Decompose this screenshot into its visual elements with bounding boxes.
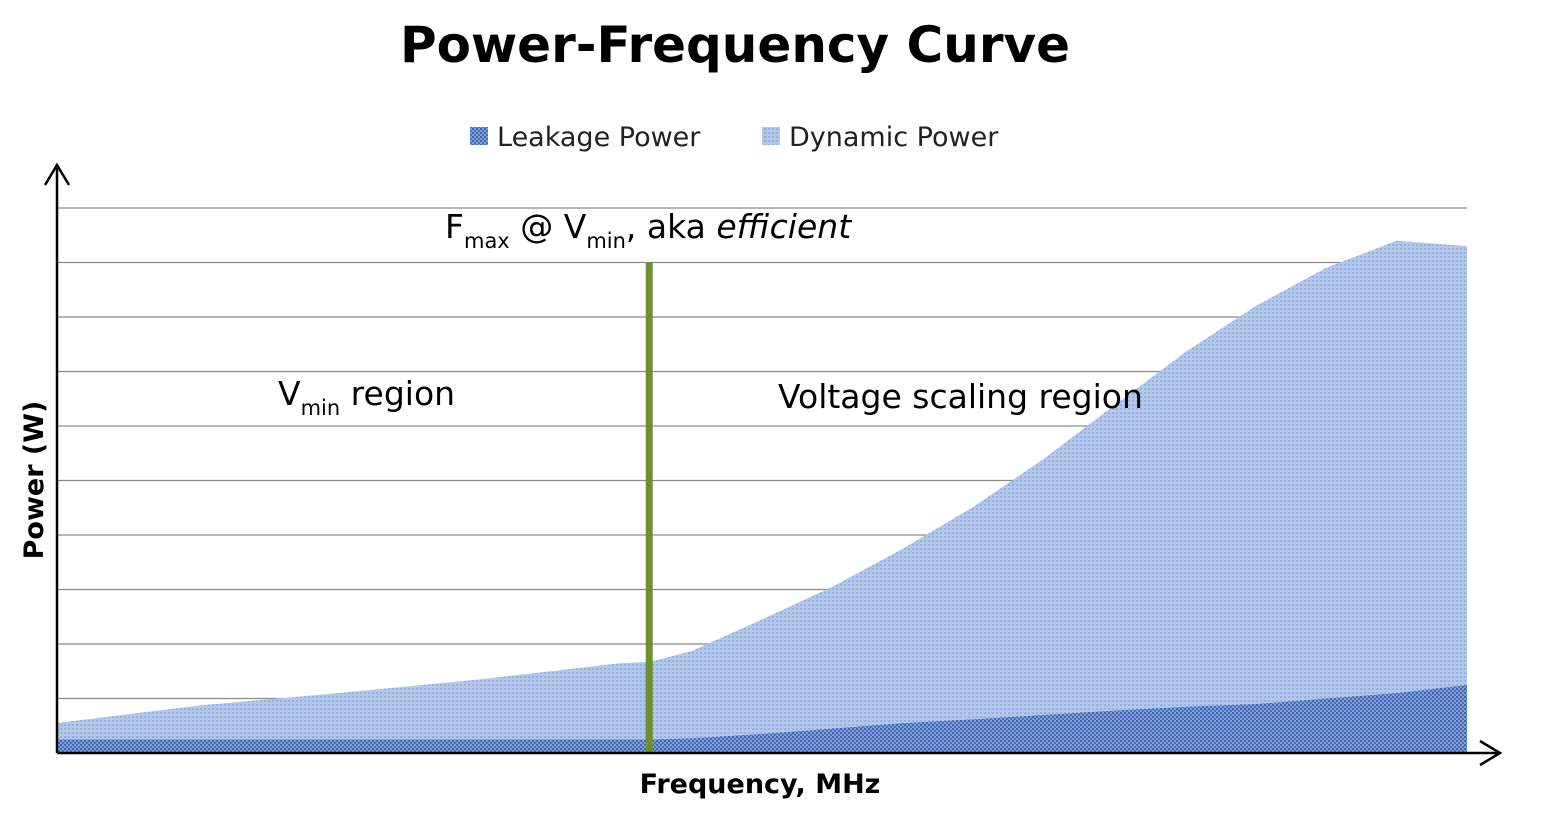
x-axis-label: Frequency, MHz [640,769,881,800]
vmin-region-sub: min [301,396,341,420]
vmin-region-v: V [278,374,301,413]
fmax-annotation-at-v: @ V [510,207,587,246]
axes [43,162,1503,767]
fmax-annotation-min: min [586,229,626,253]
gridlines [57,207,1467,700]
voltage-scaling-region-label: Voltage scaling region [778,377,1143,416]
y-axis-label: Power (W) [19,401,50,560]
legend-label-dynamic: Dynamic Power [789,122,999,153]
legend-label-leakage: Leakage Power [497,122,701,153]
legend-swatch-leakage [470,127,488,145]
area-leakage-power [57,684,1467,753]
chart-title: Power-Frequency Curve [400,16,1070,74]
y-axis-arrow [43,162,71,186]
fmax-annotation-max: max [464,229,510,253]
fmax-annotation: Fmax @ Vmin, aka efficient [445,207,852,253]
fmax-annotation-aka: , aka [626,207,716,246]
area-dynamic-power [57,240,1467,740]
legend: Leakage Power Dynamic Power [470,122,999,153]
vmin-region-rest: region [340,374,455,413]
x-axis-arrow [1479,739,1503,767]
vmin-region-label: Vmin region [278,374,455,420]
fmax-annotation-efficient: efficient [716,207,852,246]
legend-swatch-dynamic [762,127,780,145]
fmax-annotation-f: F [445,207,464,246]
